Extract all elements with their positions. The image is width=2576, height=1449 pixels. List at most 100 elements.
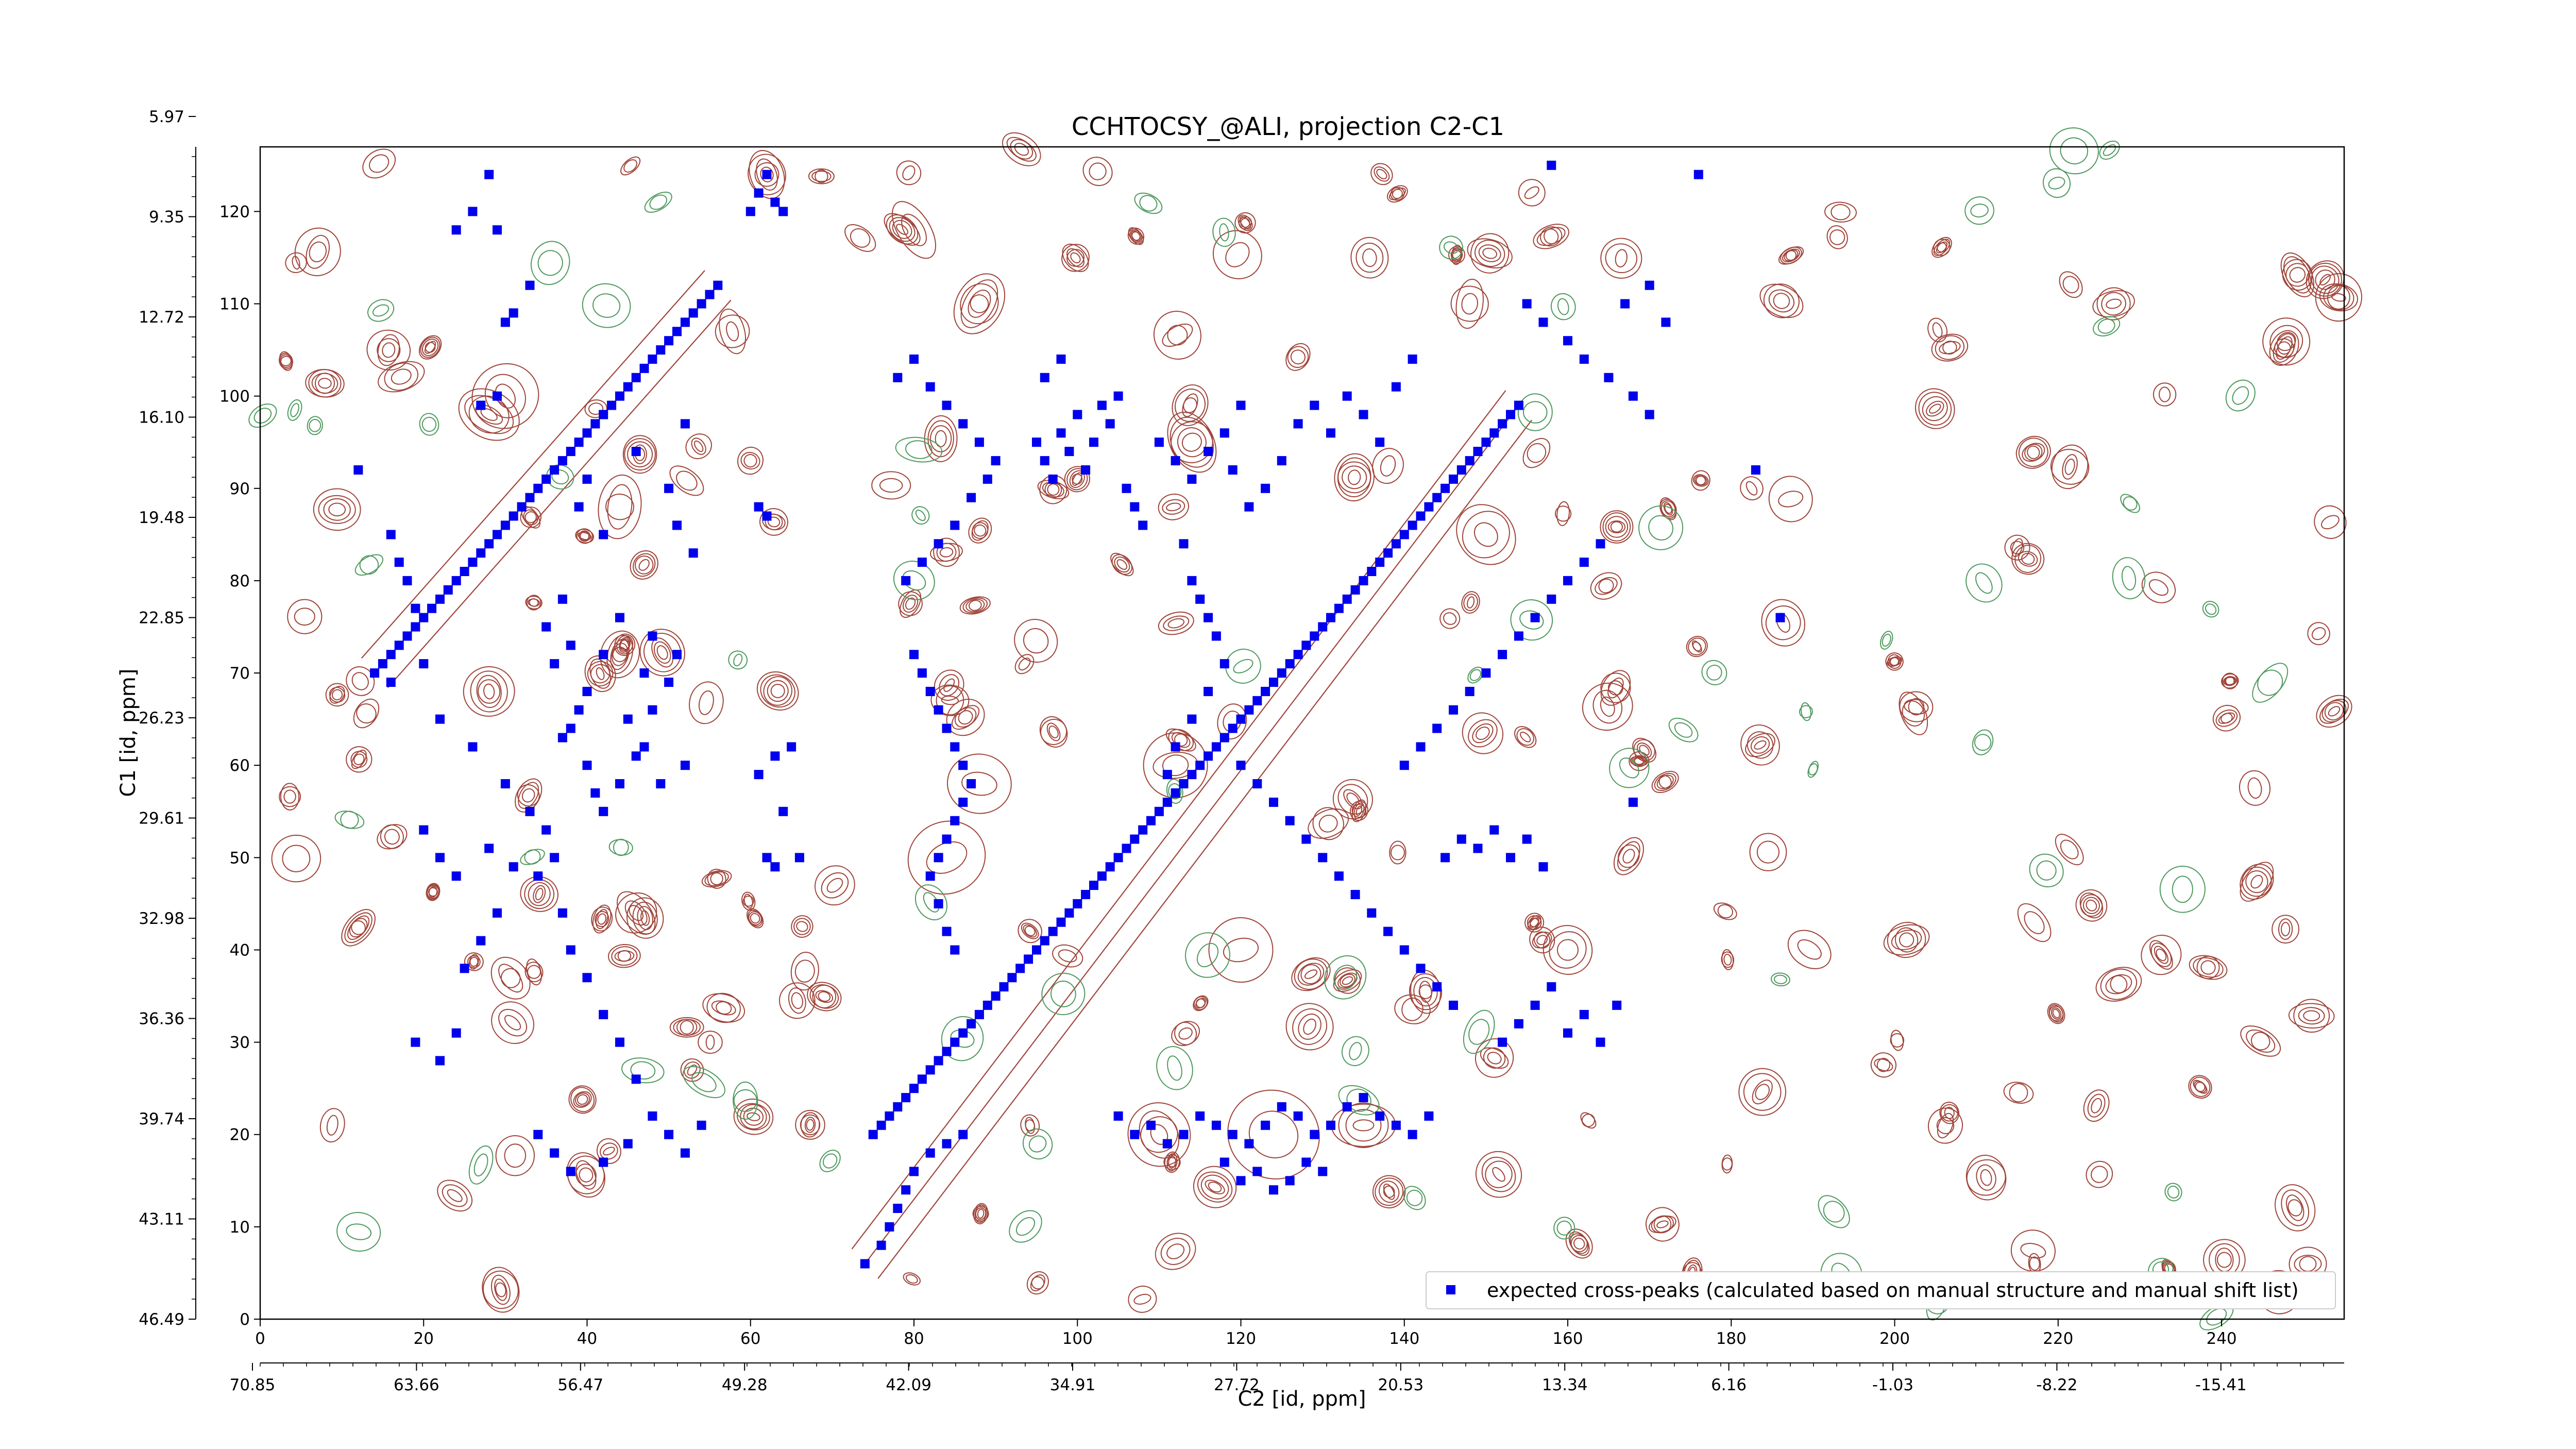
positive-contour: [2280, 252, 2314, 297]
negative-contour: [1139, 195, 1158, 212]
positive-contour: [698, 690, 714, 715]
positive-contour: [1556, 939, 1579, 961]
positive-contour: [620, 156, 641, 176]
cross-peak-point: [860, 1259, 870, 1269]
positive-contour: [425, 342, 436, 353]
positive-contour: [815, 169, 828, 183]
cross-peak-point: [909, 1084, 919, 1093]
negative-contour: [1965, 563, 2003, 603]
positive-contour: [892, 220, 912, 239]
positive-contour: [689, 681, 724, 724]
negative-contour: [2097, 318, 2115, 334]
cross-peak-point: [550, 853, 560, 863]
positive-contour: [329, 687, 346, 703]
x-tick-label: 40: [577, 1329, 597, 1348]
positive-contour: [656, 645, 668, 660]
cross-peak-point: [525, 493, 535, 502]
positive-contour: [901, 213, 927, 246]
positive-contour: [1721, 949, 1734, 970]
negative-contour: [905, 440, 933, 459]
cross-peak-point: [1318, 853, 1328, 863]
positive-contour: [1891, 930, 1922, 950]
cross-peak-point: [1399, 761, 1409, 770]
cross-peak-point: [876, 1240, 886, 1250]
cross-peak-point: [1456, 834, 1466, 844]
cross-peak-point: [484, 844, 494, 853]
cross-peak-point: [476, 936, 486, 946]
positive-contour: [1394, 994, 1431, 1024]
positive-contour: [1532, 931, 1552, 949]
cross-peak-point: [885, 1111, 894, 1121]
cross-peak-point: [1269, 797, 1278, 807]
cross-peak-point: [1424, 502, 1434, 512]
positive-contour: [1353, 802, 1365, 819]
cross-peak-point: [1032, 945, 1041, 955]
positive-contour: [746, 908, 764, 929]
positive-contour: [600, 630, 640, 679]
negative-contour: [1469, 669, 1482, 681]
positive-contour: [1348, 469, 1361, 485]
cross-peak-point: [1236, 400, 1246, 410]
positive-contour: [1768, 289, 1795, 313]
cross-peak-point: [1236, 714, 1246, 724]
cross-peak-point: [1416, 964, 1426, 973]
positive-contour: [1014, 143, 1029, 156]
cross-peak-point: [1056, 917, 1066, 927]
negative-contour: [1800, 702, 1811, 721]
cross-peak-point: [697, 299, 706, 309]
positive-contour: [685, 433, 712, 460]
cross-peak-point: [574, 437, 584, 447]
positive-contour: [2222, 672, 2238, 689]
cross-peak-point: [1122, 483, 1131, 493]
cross-peak-point: [1195, 1111, 1205, 1121]
cross-peak-point: [664, 336, 674, 346]
positive-contour: [608, 943, 641, 968]
cross-peak-point: [566, 1167, 575, 1176]
positive-contour: [470, 670, 508, 713]
positive-contour: [946, 753, 1012, 814]
cross-peak-point: [893, 373, 903, 382]
positive-contour: [1388, 187, 1406, 200]
positive-contour: [491, 1001, 535, 1044]
positive-contour: [1688, 637, 1706, 655]
cross-peak-point: [557, 456, 567, 466]
x-tick-label: 0: [255, 1329, 265, 1348]
cross-peak-point: [1440, 853, 1450, 863]
positive-contour: [287, 599, 323, 634]
negative-contour: [307, 416, 323, 435]
cross-peak-point: [950, 520, 960, 530]
cross-peak-point: [1449, 1000, 1458, 1010]
positive-contour: [614, 950, 635, 962]
positive-contour: [1899, 932, 1914, 948]
positive-contour: [377, 338, 401, 362]
cross-peak-point: [982, 474, 992, 484]
x-tick-label: 160: [1552, 1329, 1583, 1348]
cross-peak-point: [615, 613, 624, 622]
positive-contour: [1590, 572, 1622, 600]
positive-contour: [1131, 230, 1141, 242]
positive-contour: [1894, 927, 1919, 953]
y-tick-label: 40: [230, 941, 250, 959]
cross-peak-point: [762, 170, 772, 179]
ppm-y-tick-label: 19.48: [139, 509, 184, 527]
cross-peak-point: [1563, 1028, 1572, 1038]
cross-peak-point: [1113, 853, 1123, 863]
positive-contour: [329, 685, 345, 704]
positive-contour: [1935, 335, 1965, 360]
cross-peak-point: [1187, 714, 1197, 724]
positive-contour: [1659, 498, 1677, 519]
positive-contour: [1167, 618, 1185, 629]
cross-peak-point: [1530, 1000, 1540, 1010]
y-tick-label: 80: [230, 572, 250, 591]
cross-peak-point: [1179, 539, 1189, 549]
positive-contour: [279, 351, 293, 371]
ppm-x-tick-label: 20.53: [1378, 1376, 1423, 1394]
positive-contour: [325, 683, 349, 707]
cross-peak-point: [934, 1056, 943, 1066]
negative-contour: [914, 884, 948, 920]
positive-contour: [521, 788, 535, 803]
positive-contour: [1747, 731, 1774, 759]
negative-contour: [1510, 599, 1553, 641]
cross-peak-point: [1416, 742, 1426, 752]
positive-contour: [306, 234, 330, 269]
